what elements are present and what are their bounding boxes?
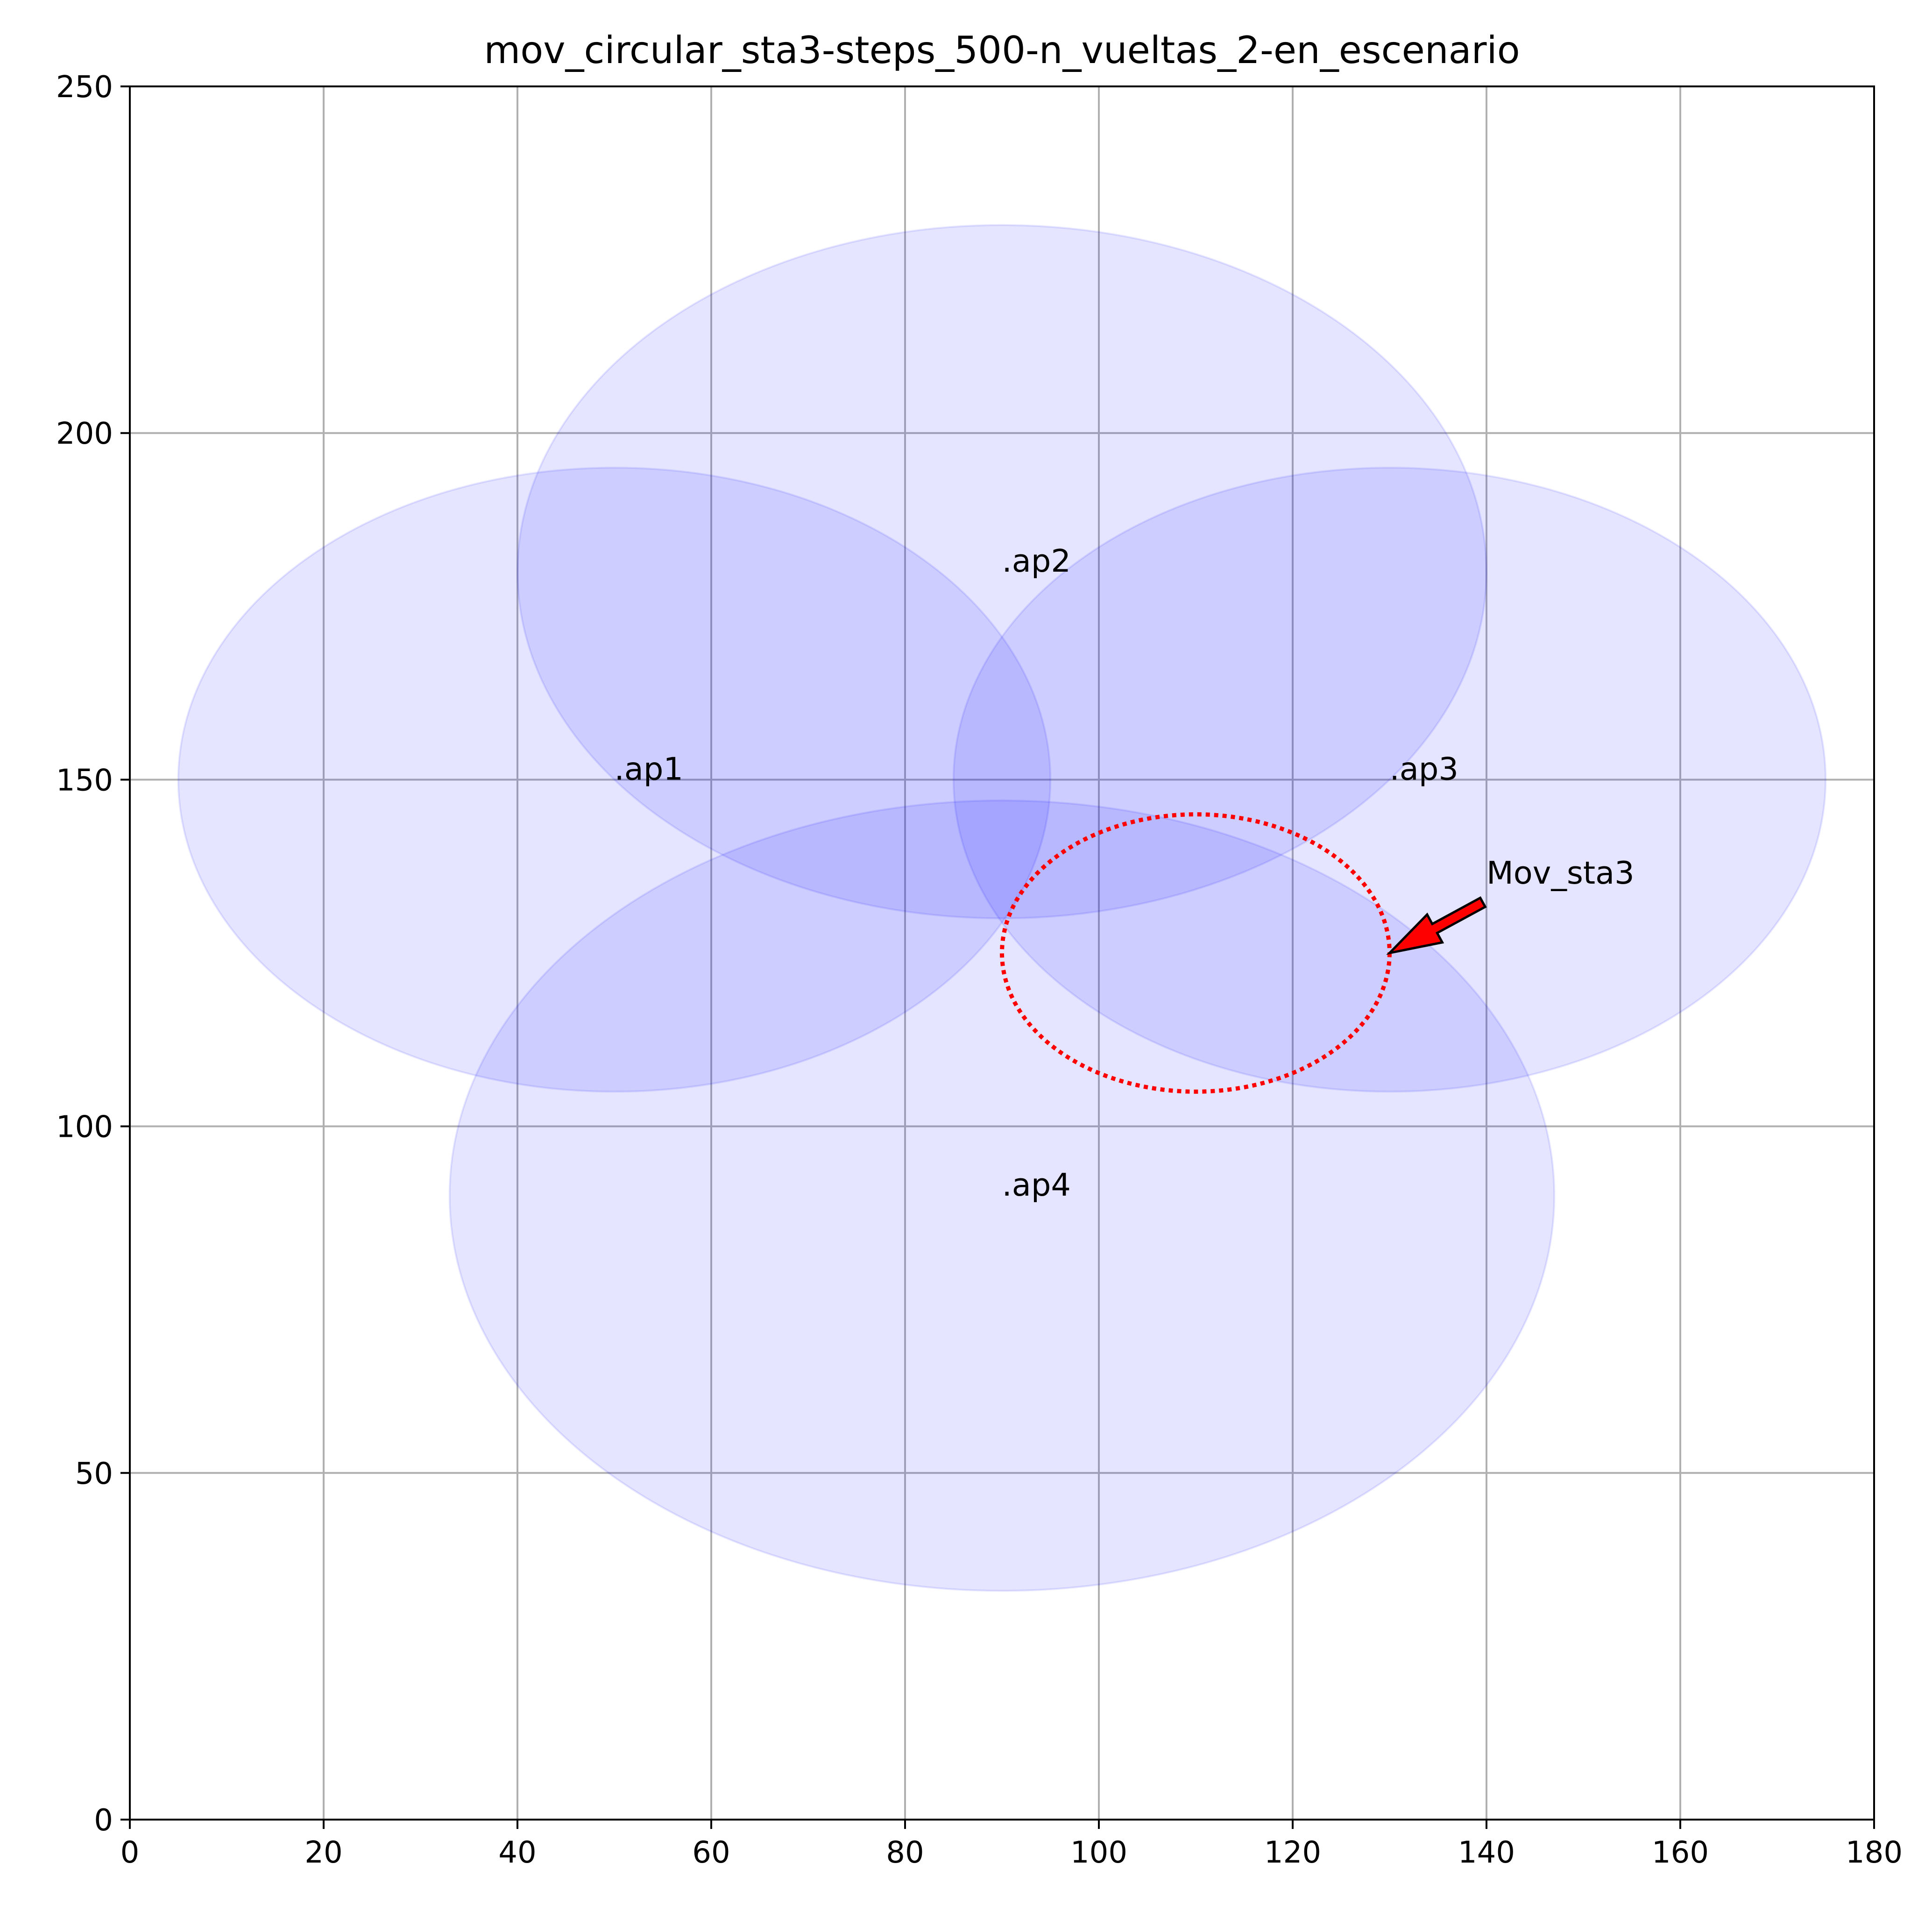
plot-frame — [129, 85, 1875, 1821]
annotation-layer: Mov_sta3 — [1386, 855, 1635, 955]
ap-label: .ap4 — [1002, 1167, 1071, 1203]
y-tick-label: 50 — [75, 1457, 113, 1491]
x-axis: 0 20 40 60 80 100 120 140 160 180 — [120, 1820, 1903, 1870]
coverage-area — [952, 467, 1827, 1093]
coverage-layer — [177, 224, 1827, 1592]
x-tick-label: 160 — [1652, 1835, 1709, 1870]
coverage-area — [517, 224, 1487, 920]
x-tick-label: 120 — [1264, 1835, 1321, 1870]
x-tick-label: 80 — [886, 1835, 924, 1870]
y-tick-label: 0 — [94, 1803, 113, 1838]
y-axis: 0 50 100 150 200 250 — [56, 70, 130, 1838]
x-tick-label: 180 — [1846, 1835, 1903, 1870]
y-tick-label: 250 — [56, 70, 113, 105]
y-tick-label: 100 — [56, 1110, 113, 1145]
ap-label: .ap1 — [615, 751, 684, 787]
x-tick-label: 140 — [1458, 1835, 1515, 1870]
chart-title: mov_circular_sta3-steps_500-n_vueltas_2-… — [484, 28, 1520, 72]
ap-label: .ap3 — [1390, 751, 1459, 787]
y-tick-label: 200 — [56, 417, 113, 451]
x-tick-label: 0 — [120, 1835, 140, 1870]
x-tick-label: 40 — [498, 1835, 536, 1870]
ap-label: .ap2 — [1002, 543, 1071, 579]
annotation-arrow — [1386, 896, 1487, 955]
label-layer: .ap1 .ap2 .ap3 .ap4 — [615, 543, 1459, 1203]
coverage-area — [448, 799, 1556, 1592]
x-tick-label: 100 — [1070, 1835, 1127, 1870]
coverage-area — [177, 467, 1052, 1093]
x-tick-label: 20 — [304, 1835, 342, 1870]
annotation-label: Mov_sta3 — [1486, 855, 1635, 891]
x-tick-label: 60 — [692, 1835, 730, 1870]
y-tick-label: 150 — [56, 763, 113, 798]
